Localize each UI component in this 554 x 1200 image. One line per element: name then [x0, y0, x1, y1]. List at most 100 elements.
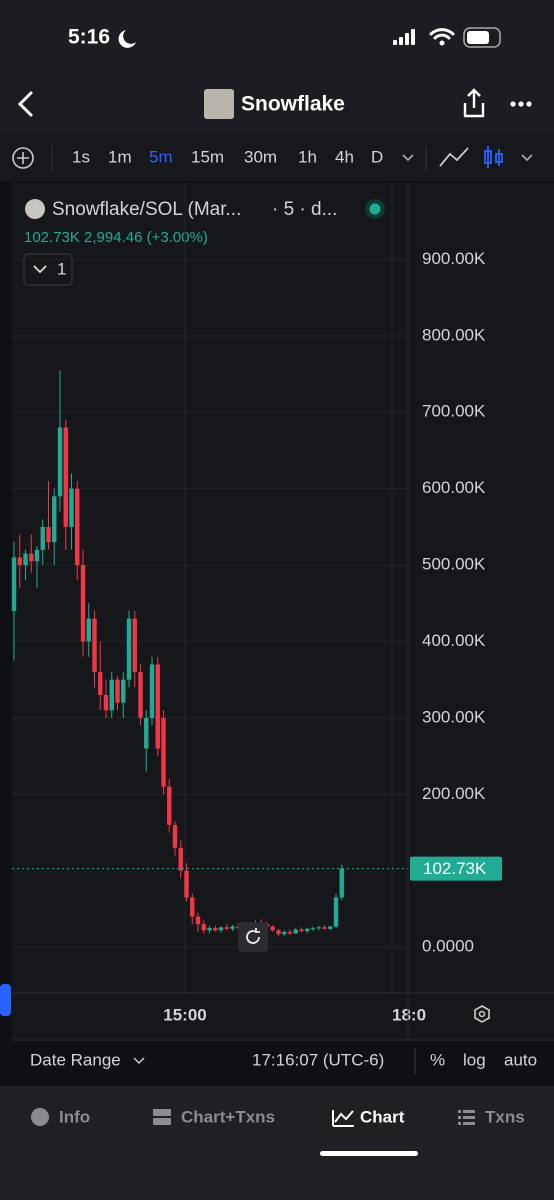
settings-button[interactable]	[474, 1005, 490, 1023]
indicator-toggle[interactable]	[23, 253, 73, 286]
candle-body	[109, 679, 114, 711]
candle-body	[63, 427, 68, 527]
y-tick-label: 600.00K	[422, 478, 486, 497]
back-button[interactable]	[17, 91, 33, 117]
y-tick-label: 200.00K	[422, 784, 486, 803]
candle-body	[316, 927, 321, 929]
nav-tab[interactable]: Info	[59, 1107, 90, 1126]
y-tick-label: 700.00K	[422, 402, 486, 421]
status-time: 5:16	[68, 26, 110, 49]
candle-body	[155, 664, 160, 749]
y-tick-label: 900.00K	[422, 249, 486, 268]
candle-body	[287, 931, 293, 934]
candle-body	[305, 928, 310, 932]
home-indicator	[320, 1151, 418, 1156]
option-percent[interactable]: %	[430, 1050, 445, 1069]
candle-body	[144, 717, 149, 749]
interval-button[interactable]: D	[371, 147, 383, 166]
candle-body	[23, 553, 28, 566]
legend-interval: · 5 · d...	[272, 199, 337, 220]
x-tick-label: 15:00	[163, 1005, 206, 1024]
info-icon	[31, 1108, 49, 1126]
chart-type-dropdown[interactable]	[521, 154, 533, 162]
candle-body	[80, 565, 86, 642]
battery	[463, 27, 501, 48]
interval-button[interactable]: 1m	[108, 147, 132, 166]
interval-dropdown[interactable]	[402, 154, 414, 162]
share-button[interactable]	[463, 88, 485, 118]
top-bar	[0, 0, 554, 135]
token-avatar	[204, 89, 234, 119]
candle-body	[172, 824, 178, 848]
interval-button[interactable]: 4h	[335, 147, 354, 166]
candle-body	[333, 897, 339, 927]
candle-body	[322, 927, 327, 929]
candle-body	[224, 927, 229, 929]
chevron	[33, 265, 47, 274]
candle-body	[190, 897, 195, 917]
candle-body	[270, 926, 275, 931]
date-range[interactable]: Date Range	[30, 1050, 121, 1069]
candle-body	[86, 618, 91, 642]
candle-body	[207, 928, 212, 931]
txns-icon	[458, 1110, 475, 1125]
candle-body	[299, 929, 304, 932]
y-tick-label: 400.00K	[422, 631, 486, 650]
reset-button[interactable]	[238, 922, 268, 952]
chart-icon	[332, 1110, 354, 1127]
nav-tab[interactable]: Chart	[360, 1107, 405, 1126]
candle-body	[34, 549, 40, 562]
y-tick-label: 300.00K	[422, 707, 486, 726]
candle-body	[57, 427, 63, 497]
interval-button[interactable]: 5m	[149, 147, 173, 166]
candle-body	[17, 557, 22, 566]
chart-panel	[12, 183, 554, 1040]
option-log[interactable]: log	[463, 1050, 486, 1069]
interval-button[interactable]: 1s	[72, 147, 90, 166]
candle-body	[132, 618, 137, 673]
last-price-badge	[410, 856, 502, 881]
candle-body	[328, 926, 333, 929]
candle-body	[138, 672, 143, 718]
toolbar	[0, 135, 554, 181]
line-tool[interactable]	[439, 147, 469, 167]
y-tick-label: 0.0000	[422, 937, 474, 956]
header-title: Snowflake	[241, 93, 345, 116]
interval-button[interactable]: 15m	[191, 147, 224, 166]
candle-body	[40, 526, 45, 550]
y-tick-label: 800.00K	[422, 325, 486, 344]
candle-body	[98, 672, 103, 695]
candle-body	[103, 694, 109, 711]
legend-avatar	[25, 199, 45, 219]
bottom-nav	[0, 1086, 554, 1200]
x-tick-label: 18:0	[392, 1005, 426, 1024]
candle-body	[178, 847, 183, 871]
wifi-icon	[429, 28, 455, 40]
chart-txns-icon	[153, 1109, 171, 1116]
candle-body	[310, 928, 316, 930]
option-auto[interactable]: auto	[504, 1050, 537, 1069]
battery-level	[467, 31, 489, 44]
date-range-chevron	[133, 1057, 145, 1065]
candle-type[interactable]	[484, 146, 503, 168]
candle-body	[149, 664, 155, 718]
add-icon	[17, 152, 29, 164]
candle-body	[115, 679, 120, 703]
side-handle[interactable]	[0, 984, 11, 1016]
candle-body	[230, 926, 235, 929]
interval-button[interactable]: 30m	[244, 147, 277, 166]
status-dot	[369, 203, 381, 215]
more-button[interactable]	[510, 101, 532, 107]
candle-body	[276, 930, 281, 935]
settings-dot	[478, 1010, 486, 1018]
nav-tab[interactable]: Txns	[485, 1107, 525, 1126]
candle-body	[92, 618, 97, 673]
legend-values: 102.73K 2,994.46 (+3.00%)	[24, 229, 208, 246]
candle-body	[293, 929, 298, 934]
add-indicator[interactable]	[12, 147, 34, 169]
nav-tab[interactable]: Chart+Txns	[181, 1107, 275, 1126]
interval-button[interactable]: 1h	[298, 147, 317, 166]
candle-body	[195, 916, 201, 925]
